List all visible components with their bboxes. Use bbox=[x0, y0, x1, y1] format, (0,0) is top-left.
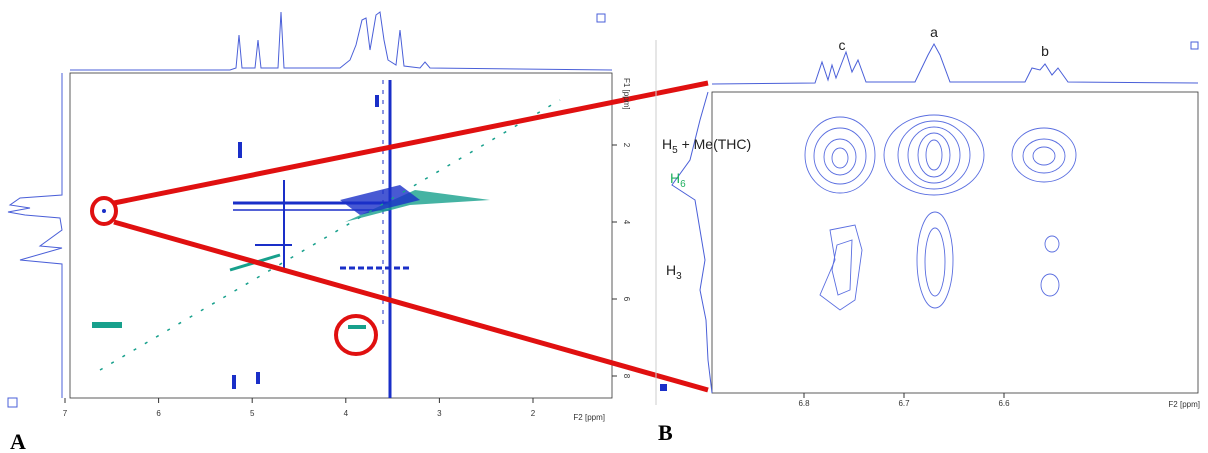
x-tick-label: 5 bbox=[250, 409, 255, 418]
marker bbox=[596, 13, 606, 23]
text: H bbox=[666, 262, 676, 278]
contours bbox=[804, 114, 1077, 311]
y-tick-label: 6 bbox=[622, 297, 631, 302]
marker bbox=[660, 384, 667, 391]
highlight-circle bbox=[334, 314, 378, 356]
text: 6 bbox=[680, 179, 686, 190]
projection-left-a bbox=[7, 73, 63, 398]
projection-top-b bbox=[711, 42, 1199, 85]
x-tick-label: 4 bbox=[344, 409, 349, 418]
marker bbox=[7, 397, 18, 408]
peak-label: a bbox=[930, 24, 938, 40]
projection-left-b bbox=[671, 91, 713, 394]
marker bbox=[1190, 41, 1199, 50]
x-tick-label: 6.7 bbox=[898, 399, 910, 408]
x-tick-label: 7 bbox=[63, 409, 68, 418]
text: + Me(THC) bbox=[678, 136, 752, 152]
panel-a-frame bbox=[69, 72, 613, 399]
x-tick-label: 6.6 bbox=[998, 399, 1010, 408]
zoom-line bbox=[113, 80, 709, 206]
y-tick-label: 2 bbox=[622, 143, 631, 148]
x-tick-label: 2 bbox=[531, 409, 536, 418]
panel-b-frame bbox=[711, 91, 1199, 394]
text: 3 bbox=[676, 271, 682, 282]
x-tick-label: 3 bbox=[437, 409, 442, 418]
annotation: H6 bbox=[670, 170, 686, 190]
text: H bbox=[670, 170, 680, 186]
peak-label: b bbox=[1041, 43, 1049, 59]
x-axis-label: F2 [ppm] bbox=[573, 413, 605, 422]
text: 5 bbox=[672, 145, 678, 156]
x-tick-label: 6 bbox=[156, 409, 161, 418]
y-axis-label: F1 [ppm] bbox=[622, 78, 631, 110]
highlight-circle bbox=[90, 196, 118, 226]
x-axis-label: F2 [ppm] bbox=[1168, 400, 1200, 409]
y-tick-label: 4 bbox=[622, 220, 631, 225]
text: H bbox=[662, 136, 672, 152]
annotation: H5 + Me(THC) bbox=[662, 136, 751, 156]
x-tick-label: 6.8 bbox=[798, 399, 810, 408]
y-tick-label: 8 bbox=[622, 374, 631, 379]
projection-top-a bbox=[70, 11, 613, 71]
panel-label: A bbox=[10, 429, 26, 453]
zoom-line bbox=[113, 219, 709, 393]
panel-label: B bbox=[658, 420, 673, 445]
cross-peaks bbox=[92, 80, 561, 398]
peak-label: c bbox=[839, 37, 846, 53]
annotation: H3 bbox=[666, 262, 682, 282]
